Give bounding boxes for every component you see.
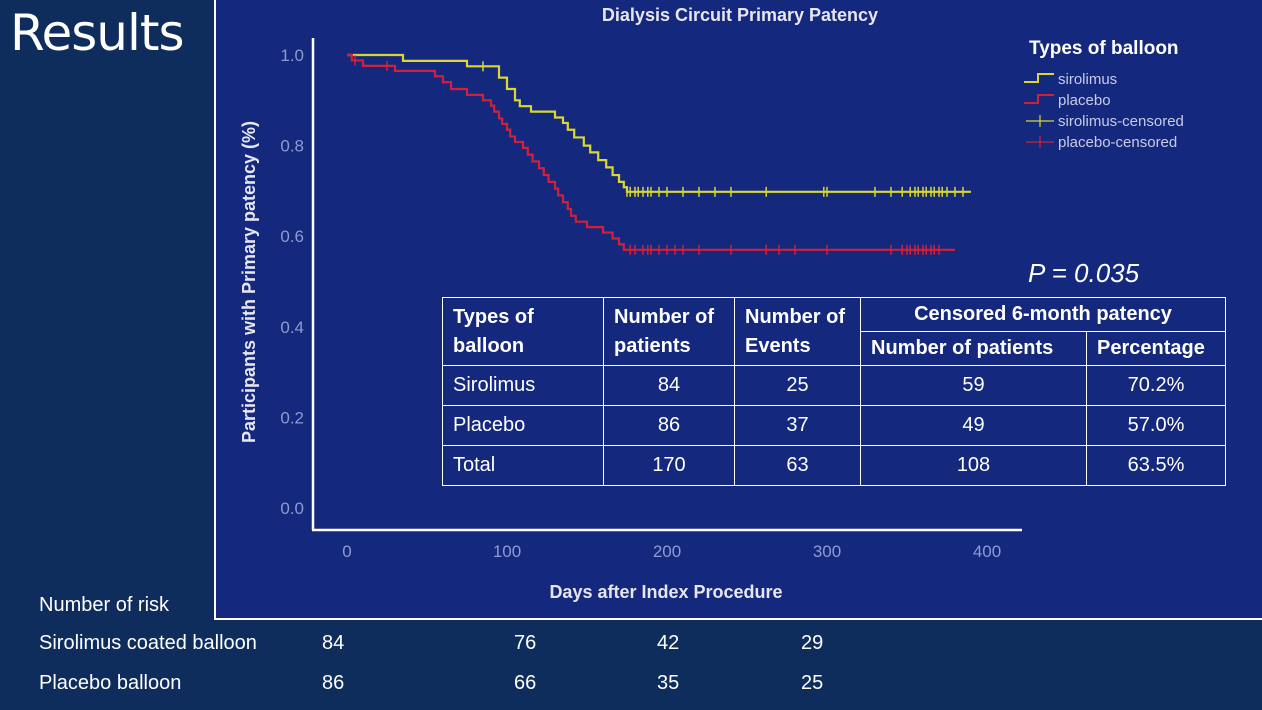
risk-value: 66: [514, 672, 537, 694]
header-events: Number of Events: [734, 297, 861, 366]
risk-table-label: Number of risk: [39, 594, 170, 616]
risk-row-name: Placebo balloon: [39, 672, 182, 694]
table-cell: 59: [860, 365, 1087, 406]
table-row: Total 170 63 108 63.5%: [442, 445, 1226, 486]
table-cell: Sirolimus: [442, 365, 604, 406]
risk-value: 76: [514, 632, 537, 654]
table-row: Placebo 86 37 49 57.0%: [442, 405, 1226, 446]
table-cell: 49: [860, 405, 1087, 446]
table-cell: 63: [734, 445, 861, 486]
y-tick-label: 0.0: [280, 499, 304, 518]
legend-swatch-sirolimus: [1024, 73, 1054, 83]
risk-value: 29: [801, 632, 824, 654]
table-cell: Placebo: [442, 405, 604, 446]
y-tick-label: 0.2: [280, 408, 304, 427]
chart-panel: 0.0 0.2 0.4 0.6 0.8 1.0 0 100 200 300 400 Days afte…: [214, 0, 1262, 620]
risk-value: 84: [322, 632, 345, 654]
slide-title: Results: [10, 4, 185, 62]
series-line-sirolimus: [347, 53, 971, 193]
table-row: Sirolimus 84 25 59 70.2%: [442, 365, 1226, 406]
risk-row-name: Sirolimus coated balloon: [39, 632, 257, 654]
x-axis-label: Days after Index Procedure: [549, 582, 782, 602]
header-sub-percentage: Percentage: [1086, 331, 1226, 366]
x-tick-label: 300: [813, 542, 841, 561]
table-cell: 108: [860, 445, 1087, 486]
table-cell: 57.0%: [1086, 405, 1226, 446]
legend-label: sirolimus-censored: [1058, 113, 1184, 130]
table-cell: 70.2%: [1086, 365, 1226, 406]
x-tick-label: 200: [653, 542, 681, 561]
legend-swatch-placebo: [1024, 94, 1054, 104]
x-tick-label: 100: [493, 542, 521, 561]
summary-table: Types of balloon Number of patients Numb…: [442, 297, 1226, 486]
header-patients: Number of patients: [603, 297, 735, 366]
y-tick-label: 0.4: [280, 318, 304, 337]
header-types: Types of balloon: [442, 297, 604, 366]
chart-title: Dialysis Circuit Primary Patency: [601, 5, 879, 25]
legend-label: sirolimus: [1058, 71, 1117, 88]
table-cell: 84: [603, 365, 735, 406]
y-tick-label: 1.0: [280, 46, 304, 65]
y-tick-label: 0.8: [280, 137, 304, 156]
series-line-placebo: [347, 53, 955, 251]
x-tick-label: 400: [973, 542, 1001, 561]
table-cell: Total: [442, 445, 604, 486]
y-tick-label: 0.6: [280, 227, 304, 246]
legend-title: Types of balloon: [1029, 38, 1179, 59]
risk-value: 25: [801, 672, 824, 694]
x-tick-label: 0: [342, 542, 351, 561]
p-value: P = 0.035: [1028, 258, 1140, 288]
legend-label: placebo-censored: [1058, 134, 1177, 151]
header-censored: Censored 6-month patency: [860, 297, 1226, 332]
km-chart: 0.0 0.2 0.4 0.6 0.8 1.0 0 100 200 300 400 Days afte…: [239, 38, 1184, 602]
table-cell: 25: [734, 365, 861, 406]
risk-value: 42: [657, 632, 680, 654]
table-cell: 63.5%: [1086, 445, 1226, 486]
y-axis-label: Participants with Primary patency (%): [239, 121, 259, 443]
table-cell: 86: [603, 405, 735, 446]
legend-label: placebo: [1058, 92, 1111, 109]
table-cell: 37: [734, 405, 861, 446]
risk-value: 86: [322, 672, 345, 694]
table-cell: 170: [603, 445, 735, 486]
header-sub-patients: Number of patients: [860, 331, 1087, 366]
risk-value: 35: [657, 672, 680, 694]
